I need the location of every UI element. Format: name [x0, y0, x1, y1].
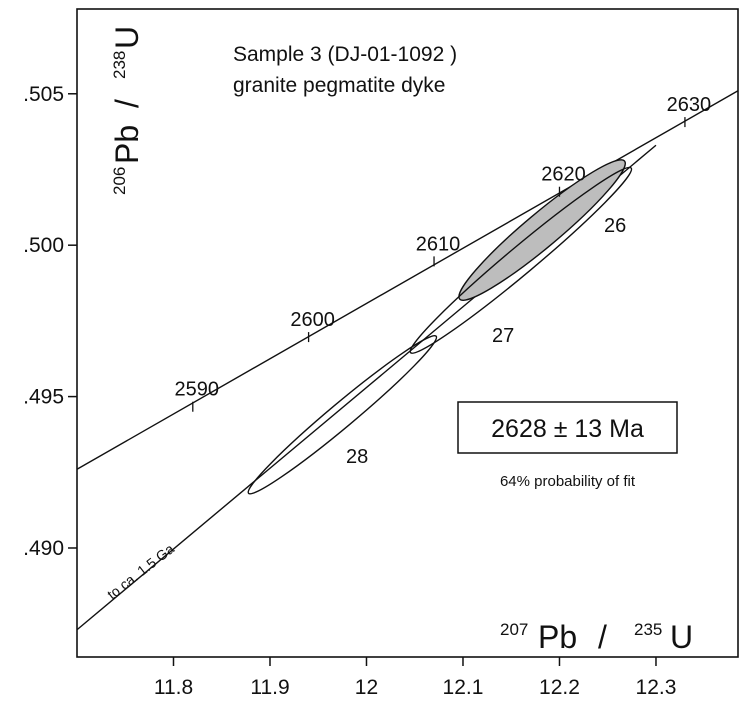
concordia-line: [76, 90, 739, 470]
chart-title-line-2: granite pegmatite dyke: [233, 74, 445, 97]
x-tick-label-1: 11.9: [250, 676, 289, 699]
chart-lines: [76, 90, 739, 631]
x-axis-label: 207 Pb / 235 U: [500, 619, 693, 655]
y-tick-label-3: .490: [23, 537, 64, 560]
x-label-slash: /: [598, 619, 607, 655]
plot-frame: [76, 8, 739, 658]
concordia-age-marks: 2590 2600 2610 2620 2630: [175, 94, 712, 412]
y-label-sup-1: 206: [110, 167, 129, 195]
age-label-2600: 2600: [290, 309, 335, 331]
age-label-2620: 2620: [541, 164, 586, 186]
x-tick-label-5: 12.3: [636, 676, 677, 699]
x-tick-label-0: 11.8: [154, 676, 193, 699]
age-label-2610: 2610: [416, 233, 461, 255]
ellipse-26: [458, 159, 626, 301]
y-tick-label-0: .505: [23, 83, 64, 106]
y-label-slash: /: [109, 99, 145, 108]
ellipse-28: [247, 335, 438, 495]
x-label-sup-1: 207: [500, 620, 528, 639]
ellipse-label-26: 26: [604, 215, 626, 237]
result-age: 2628 ± 13 Ma: [491, 415, 644, 443]
result-fit-note: 64% probability of fit: [500, 473, 636, 490]
chart-title-line-1: Sample 3 (DJ-01-1092 ): [233, 43, 457, 66]
x-label-element-2: U: [670, 619, 693, 655]
x-label-sup-2: 235: [634, 620, 662, 639]
ellipse-27: [409, 166, 633, 354]
x-tick-label-2: 12: [355, 676, 378, 699]
y-axis-label: 206 Pb / 238 U: [109, 26, 145, 195]
result-box: 2628 ± 13 Ma 64% probability of fit: [457, 401, 678, 490]
ellipse-label-28: 28: [346, 446, 368, 468]
y-tick-label-2: .495: [23, 386, 64, 409]
y-label-sup-2: 238: [110, 51, 129, 79]
error-ellipses: 26 27 28: [247, 159, 633, 495]
discordia-label: to ca. 1.5 Ga: [104, 540, 177, 602]
age-label-2590: 2590: [175, 379, 220, 401]
result-box-frame: [457, 401, 678, 454]
age-label-2630: 2630: [667, 94, 712, 116]
x-label-element-1: Pb: [538, 619, 577, 655]
x-tick-label-3: 12.1: [443, 676, 484, 699]
y-label-element-1: Pb: [109, 125, 145, 164]
y-axis-ticks: .505 .500 .495 .490: [23, 83, 77, 560]
y-label-element-2: U: [109, 26, 145, 49]
ellipse-label-27: 27: [492, 325, 514, 347]
x-tick-label-4: 12.2: [539, 676, 580, 699]
x-axis-ticks: 11.8 11.9 12 12.1 12.2 12.3: [154, 657, 677, 699]
y-tick-label-1: .500: [23, 234, 64, 257]
